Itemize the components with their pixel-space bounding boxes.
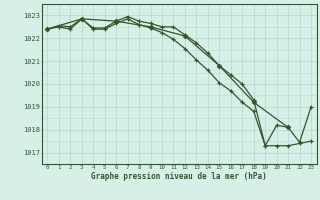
X-axis label: Graphe pression niveau de la mer (hPa): Graphe pression niveau de la mer (hPa) <box>91 172 267 181</box>
